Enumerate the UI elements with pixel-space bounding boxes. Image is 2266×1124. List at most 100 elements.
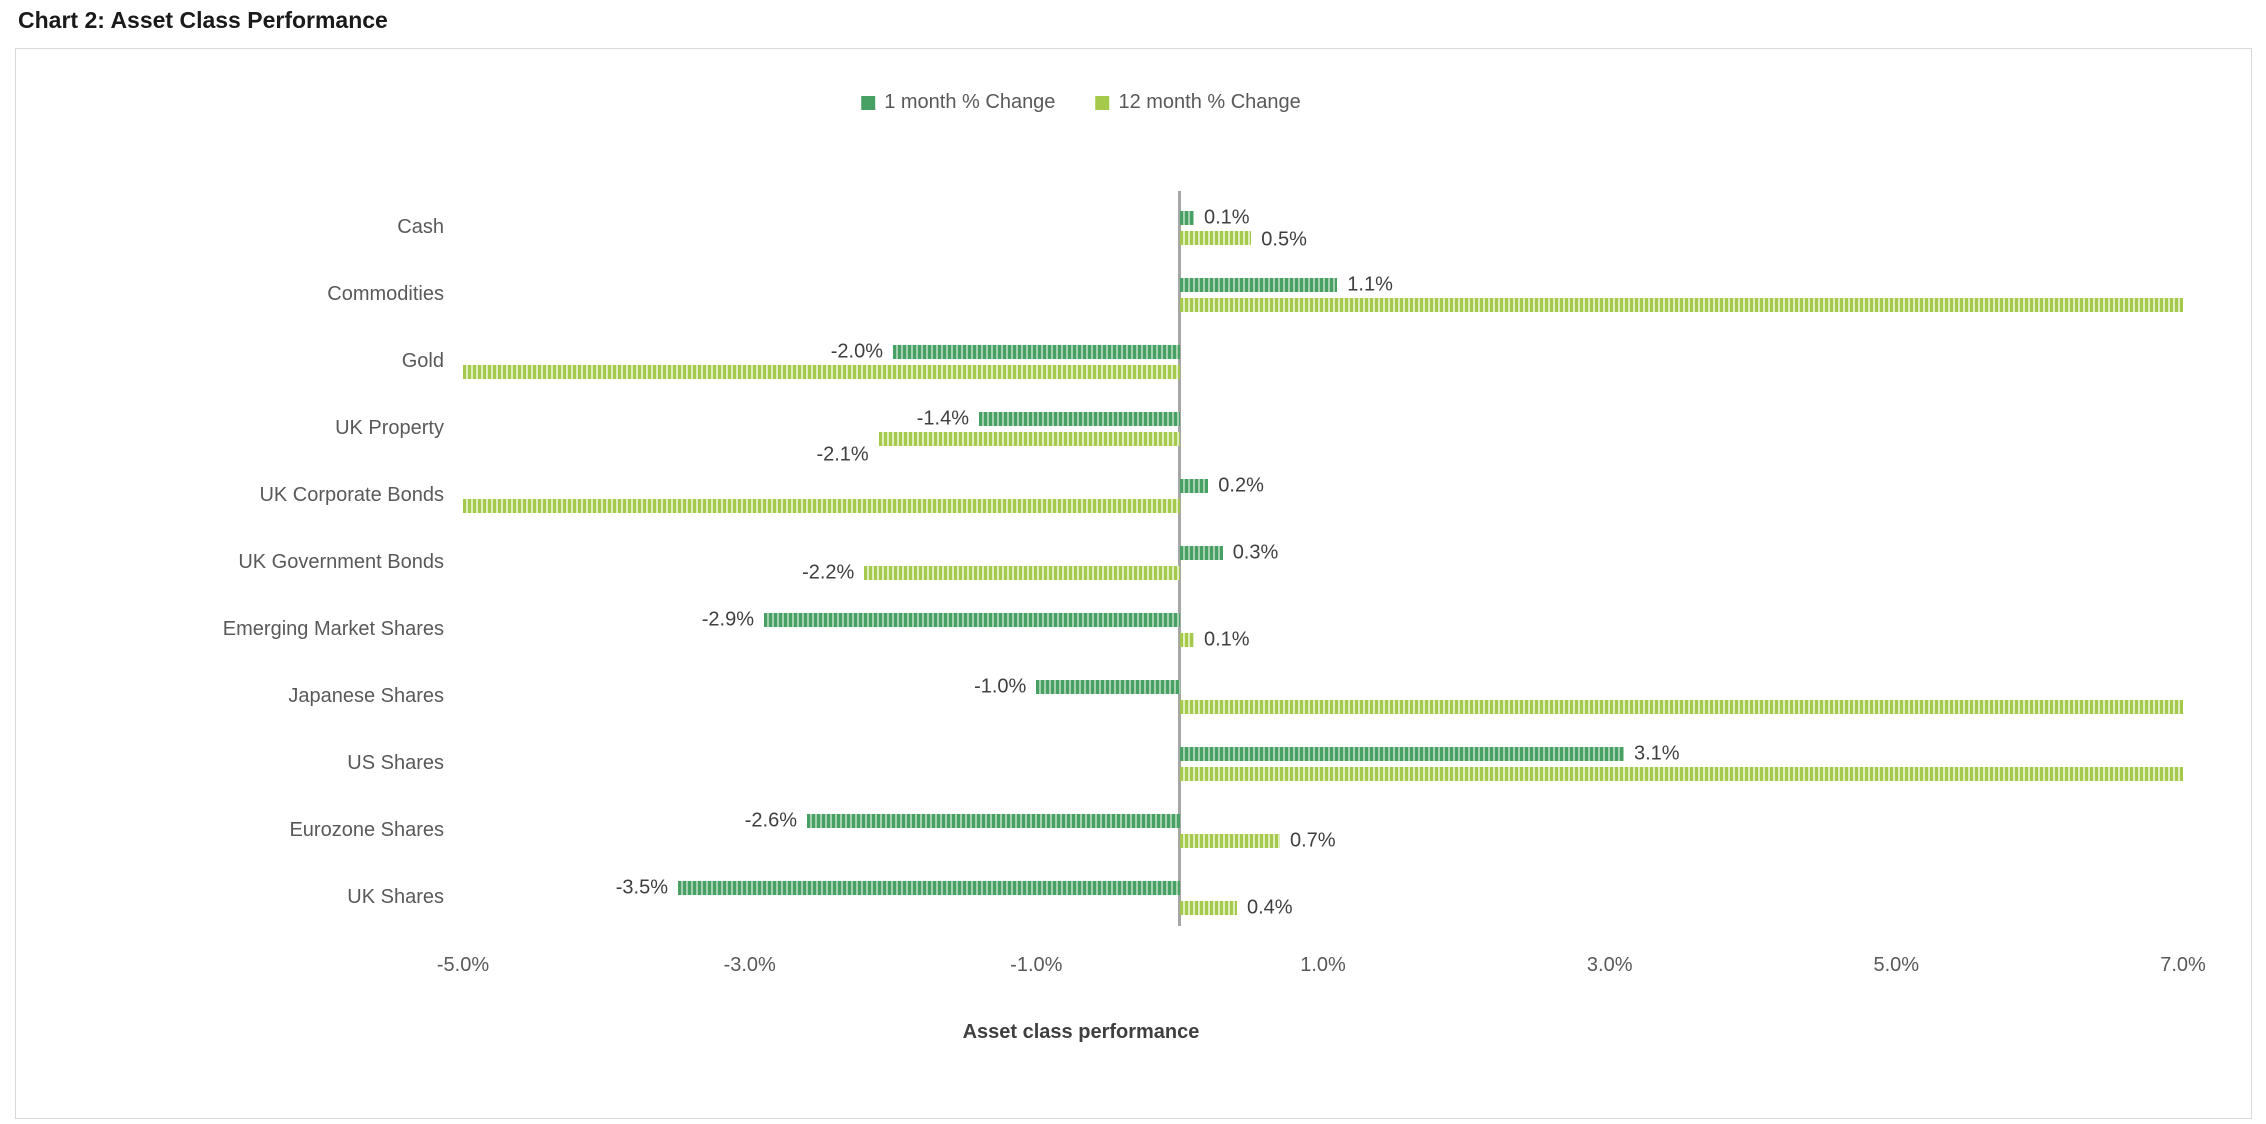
bar-group-eurozone-shares: -2.6% 0.7% <box>463 809 2183 851</box>
bar-line-uk-property-12m: -2.1% <box>463 431 2183 465</box>
category-label-cash: Cash <box>397 216 444 238</box>
data-label-cash-12m: 0.5% <box>1261 228 1307 250</box>
bar-line-emerging-market-shares-1m: -2.9% <box>463 608 2183 630</box>
data-label-cash-1m: 0.1% <box>1204 206 1250 228</box>
category-label-commodities: Commodities <box>327 283 444 305</box>
bar-emerging-market-shares-12m <box>1179 632 1194 647</box>
bar-uk-property-1m <box>979 411 1180 426</box>
category-row-cash: Cash 0.1% 0.5% <box>16 194 2183 261</box>
bar-line-eurozone-shares-1m: -2.6% <box>463 809 2183 831</box>
legend-item-1-month: 1 month % Change <box>861 91 1055 114</box>
data-label-uk-property-12m: -2.1% <box>816 443 869 465</box>
bar-line-uk-corporate-bonds-12m <box>463 498 2183 513</box>
bar-line-commodities-1m: 1.1% <box>463 273 2183 295</box>
bar-group-japanese-shares: -1.0% <box>463 675 2183 714</box>
bar-line-uk-corporate-bonds-1m: 0.2% <box>463 474 2183 496</box>
bar-uk-corporate-bonds-1m <box>1179 478 1209 493</box>
bar-us-shares-12m <box>1179 766 2183 781</box>
x-tick-1: 1.0% <box>1300 954 1346 976</box>
bar-line-gold-12m <box>463 364 2183 379</box>
data-label-uk-shares-12m: 0.4% <box>1247 896 1293 918</box>
category-label-uk-government-bonds: UK Government Bonds <box>238 551 444 573</box>
data-label-uk-government-bonds-12m: -2.2% <box>802 561 855 583</box>
data-label-emerging-market-shares-12m: 0.1% <box>1204 628 1250 650</box>
bar-line-japanese-shares-1m: -1.0% <box>463 675 2183 697</box>
category-row-japanese-shares: Japanese Shares -1.0% <box>16 663 2183 730</box>
category-label-uk-property: UK Property <box>335 417 444 439</box>
x-tick-7: 7.0% <box>2160 954 2206 976</box>
bar-uk-government-bonds-12m <box>864 565 1180 580</box>
bar-group-uk-shares: -3.5% 0.4% <box>463 876 2183 918</box>
bar-line-us-shares-12m <box>463 766 2183 781</box>
bar-cash-12m <box>1179 230 1252 245</box>
bar-emerging-market-shares-1m <box>764 612 1180 627</box>
plot-area: Cash 0.1% 0.5% Commodities 1.1% Gold -2.0% UK P… <box>16 194 2183 931</box>
bar-group-uk-property: -1.4% -2.1% <box>463 407 2183 465</box>
bar-japanese-shares-12m <box>1179 699 2183 714</box>
bar-us-shares-1m <box>1179 746 1624 761</box>
x-tick-5: 5.0% <box>1873 954 1920 976</box>
legend-swatch-1-month-icon <box>861 95 876 110</box>
bar-line-us-shares-1m: 3.1% <box>463 742 2183 764</box>
bar-uk-corporate-bonds-12m <box>463 498 1180 513</box>
category-label-japanese-shares: Japanese Shares <box>288 685 444 707</box>
category-row-gold: Gold -2.0% <box>16 328 2183 395</box>
legend-swatch-12-month-icon <box>1095 95 1110 110</box>
bar-line-uk-shares-1m: -3.5% <box>463 876 2183 898</box>
chart-frame: 1 month % Change 12 month % Change Cash 0… <box>15 48 2252 1119</box>
data-label-uk-shares-1m: -3.5% <box>615 876 668 898</box>
x-tick--5: -5.0% <box>436 954 490 976</box>
bar-line-commodities-12m <box>463 297 2183 312</box>
x-tick-3: 3.0% <box>1586 954 1633 976</box>
bar-cash-1m <box>1179 210 1194 225</box>
bar-commodities-12m <box>1179 297 2183 312</box>
bar-line-cash-12m: 0.5% <box>463 228 2183 250</box>
legend-label-1-month: 1 month % Change <box>884 91 1056 113</box>
bar-group-uk-government-bonds: 0.3% -2.2% <box>463 541 2183 583</box>
bar-uk-government-bonds-1m <box>1179 545 1223 560</box>
category-row-commodities: Commodities 1.1% <box>16 261 2183 328</box>
bar-line-uk-government-bonds-1m: 0.3% <box>463 541 2183 563</box>
data-label-us-shares-1m: 3.1% <box>1634 742 1680 764</box>
legend: 1 month % Change 12 month % Change <box>861 91 1301 114</box>
bar-group-emerging-market-shares: -2.9% 0.1% <box>463 608 2183 650</box>
data-label-eurozone-shares-1m: -2.6% <box>744 809 797 831</box>
bar-group-commodities: 1.1% <box>463 273 2183 312</box>
chart-title: Chart 2: Asset Class Performance <box>18 7 388 33</box>
data-label-uk-corporate-bonds-1m: 0.2% <box>1218 474 1264 496</box>
bar-group-gold: -2.0% <box>463 340 2183 379</box>
x-tick--1: -1.0% <box>1010 954 1063 976</box>
bar-line-gold-1m: -2.0% <box>463 340 2183 362</box>
bar-commodities-1m <box>1179 277 1338 292</box>
data-label-uk-property-1m: -1.4% <box>916 407 969 429</box>
bar-group-uk-corporate-bonds: 0.2% <box>463 474 2183 513</box>
bar-gold-12m <box>463 364 1180 379</box>
bar-eurozone-shares-12m <box>1179 833 1280 848</box>
x-axis-title: Asset class performance <box>962 1021 1200 1043</box>
category-label-eurozone-shares: Eurozone Shares <box>289 819 444 841</box>
category-label-emerging-market-shares: Emerging Market Shares <box>222 618 444 640</box>
data-label-emerging-market-shares-1m: -2.9% <box>701 608 754 630</box>
data-label-japanese-shares-1m: -1.0% <box>974 675 1027 697</box>
data-label-uk-government-bonds-1m: 0.3% <box>1232 541 1279 563</box>
category-label-us-shares: US Shares <box>347 752 444 774</box>
data-label-commodities-1m: 1.1% <box>1347 273 1393 295</box>
data-label-gold-1m: -2.0% <box>830 340 883 362</box>
legend-label-12-month: 12 month % Change <box>1118 91 1301 113</box>
category-row-uk-property: UK Property -1.4% -2.1% <box>16 395 2183 465</box>
category-row-uk-corporate-bonds: UK Corporate Bonds 0.2% <box>16 462 2183 529</box>
bar-line-emerging-market-shares-12m: 0.1% <box>463 628 2183 650</box>
category-row-emerging-market-shares: Emerging Market Shares -2.9% 0.1% <box>16 596 2183 663</box>
legend-item-12-month: 12 month % Change <box>1095 91 1301 114</box>
category-label-uk-corporate-bonds: UK Corporate Bonds <box>259 484 444 506</box>
category-label-uk-shares: UK Shares <box>347 886 444 908</box>
bar-line-japanese-shares-12m <box>463 699 2183 714</box>
category-row-eurozone-shares: Eurozone Shares -2.6% 0.7% <box>16 797 2183 864</box>
bar-line-eurozone-shares-12m: 0.7% <box>463 829 2183 851</box>
x-tick--3: -3.0% <box>723 954 776 976</box>
x-axis-ticks: -5.0% -3.0% -1.0% 1.0% 3.0% 5.0% 7.0% <box>437 954 2206 984</box>
bar-eurozone-shares-1m <box>807 813 1180 828</box>
category-row-uk-shares: UK Shares -3.5% 0.4% <box>16 864 2183 931</box>
bar-line-cash-1m: 0.1% <box>463 206 2183 228</box>
